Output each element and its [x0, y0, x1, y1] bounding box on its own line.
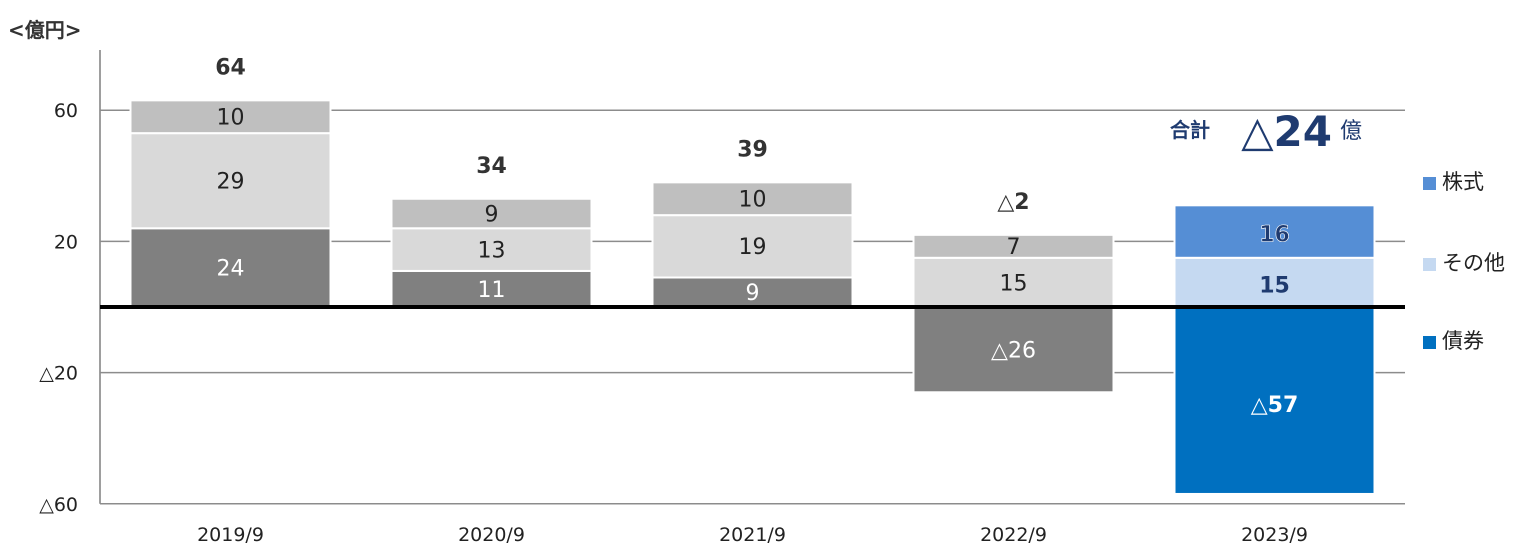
x-tick-label: 2020/9 — [458, 524, 525, 546]
data-label: △26 — [991, 339, 1036, 364]
annotation-unit: 億 — [1340, 119, 1362, 144]
bar-segment-stock — [129, 99, 332, 135]
bar-segment-stock — [1173, 204, 1376, 259]
data-label: 9 — [485, 202, 499, 227]
bar-segment-bond — [912, 306, 1115, 394]
data-label: 13 — [478, 239, 506, 264]
data-label: 29 — [217, 170, 245, 195]
y-tick-label: 20 — [54, 231, 78, 253]
total-label: 39 — [737, 137, 768, 162]
annotation-value: △24 — [1241, 107, 1332, 156]
y-tick-label: △60 — [39, 494, 78, 516]
bar-segment-other — [651, 214, 854, 279]
y-tick-label: △20 — [39, 363, 78, 385]
data-label: 7 — [1007, 235, 1021, 260]
bar-segment-stock — [390, 197, 593, 230]
data-label: 10 — [217, 106, 245, 131]
x-tick-label: 2022/9 — [980, 524, 1047, 546]
total-label: 64 — [215, 55, 246, 80]
legend-swatch — [1423, 177, 1436, 190]
bar-segment-bond — [1173, 306, 1376, 495]
y-tick-label: 60 — [54, 100, 78, 122]
legend-label: 株式 — [1442, 170, 1484, 194]
total-label: △2 — [997, 190, 1029, 215]
bar-segment-other — [912, 256, 1115, 308]
data-label: 19 — [739, 235, 767, 260]
x-tick-label: 2023/9 — [1241, 524, 1308, 546]
bar-segment-stock — [651, 181, 854, 217]
legend-label: 債券 — [1442, 329, 1484, 353]
data-label: 15 — [1259, 273, 1290, 298]
unit-label: <億円> — [8, 18, 82, 42]
bar-segment-other — [1173, 256, 1376, 308]
data-label: 15 — [1000, 271, 1028, 296]
total-label: 34 — [476, 154, 507, 179]
legend-swatch — [1423, 258, 1436, 271]
data-label: 16 — [1259, 223, 1290, 248]
data-label: 10 — [739, 188, 767, 213]
annotation-prefix: 合計 — [1170, 118, 1210, 142]
legend-swatch — [1423, 336, 1436, 349]
x-tick-label: 2019/9 — [197, 524, 264, 546]
bar-segment-other — [129, 132, 332, 230]
data-label: 9 — [746, 281, 760, 306]
x-tick-label: 2021/9 — [719, 524, 786, 546]
data-label: 11 — [478, 278, 506, 303]
bar-segment-other — [390, 227, 593, 272]
bar-segment-bond — [129, 227, 332, 308]
data-label: 24 — [217, 257, 245, 282]
bar-segment-stock — [912, 233, 1115, 259]
legend-label: その他 — [1442, 251, 1505, 275]
data-label: △57 — [1251, 393, 1299, 418]
